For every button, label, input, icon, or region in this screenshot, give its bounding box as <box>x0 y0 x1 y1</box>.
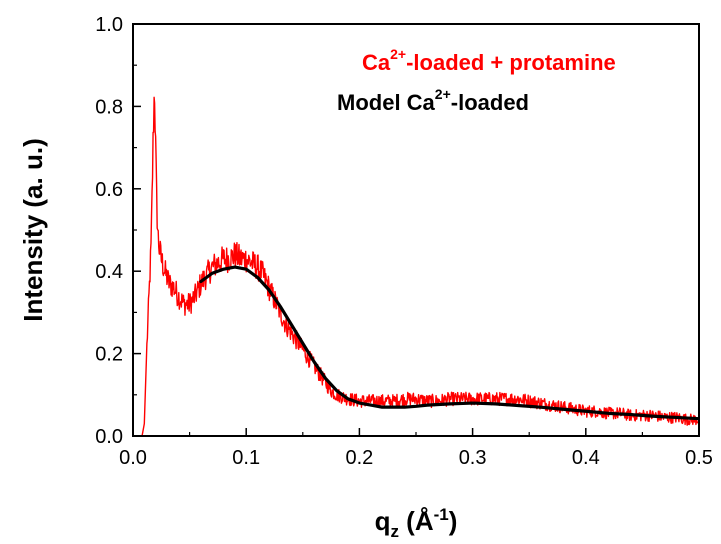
y-tick-label: 1.0 <box>95 14 123 36</box>
y-tick-label: 0.6 <box>95 179 123 201</box>
x-axis-title-unit-sup: -1 <box>434 505 449 524</box>
legend-protamine-sup: 2+ <box>390 46 406 62</box>
legend-entry-model: Model Ca2+-loaded <box>337 86 529 115</box>
y-tick-label: 0.8 <box>95 96 123 118</box>
y-tick-label: 0.4 <box>95 261 123 283</box>
y-tick-label: 0.0 <box>95 426 123 448</box>
y-tick-label: 0.2 <box>95 344 123 366</box>
x-tick-label: 0.3 <box>459 447 487 469</box>
legend-protamine-pre: Ca <box>362 50 391 75</box>
x-axis-title-base: q <box>375 506 391 536</box>
x-axis-title: qz (Å-1) <box>375 505 458 541</box>
legend-entry-protamine: Ca2+-loaded + protamine <box>362 46 616 75</box>
legend: Ca2+-loaded + protamine Model Ca2+-loade… <box>337 46 616 115</box>
legend-protamine-post: -loaded + protamine <box>406 50 616 75</box>
y-axis-title: Intensity (a. u.) <box>18 138 48 321</box>
x-tick-label: 0.1 <box>232 447 260 469</box>
x-axis-title-unit-close: ) <box>449 506 458 536</box>
x-axis-title-unit-open: (Å <box>399 506 434 536</box>
x-axis-title-sub: z <box>390 522 399 541</box>
legend-model-pre: Model Ca <box>337 90 436 115</box>
x-tick-label: 0.0 <box>119 447 147 469</box>
legend-model-post: -loaded <box>451 90 529 115</box>
x-tick-label: 0.2 <box>345 447 373 469</box>
plot-frame <box>132 23 700 437</box>
x-tick-label: 0.5 <box>685 447 713 469</box>
legend-model-sup: 2+ <box>435 86 451 102</box>
series-line-model <box>199 265 699 421</box>
series-layer <box>133 96 699 436</box>
x-tick-label: 0.4 <box>572 447 600 469</box>
ticks-layer: 0.0 0.1 0.2 0.3 0.4 0.5 0.0 0.2 0.4 0.6 0.8 1.0 <box>95 14 713 469</box>
series-line-protamine <box>133 96 699 436</box>
